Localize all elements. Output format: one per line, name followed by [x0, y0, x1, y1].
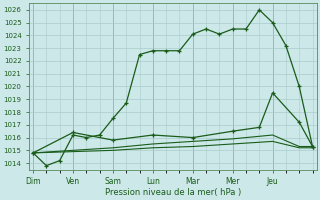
X-axis label: Pression niveau de la mer( hPa ): Pression niveau de la mer( hPa )	[105, 188, 241, 197]
